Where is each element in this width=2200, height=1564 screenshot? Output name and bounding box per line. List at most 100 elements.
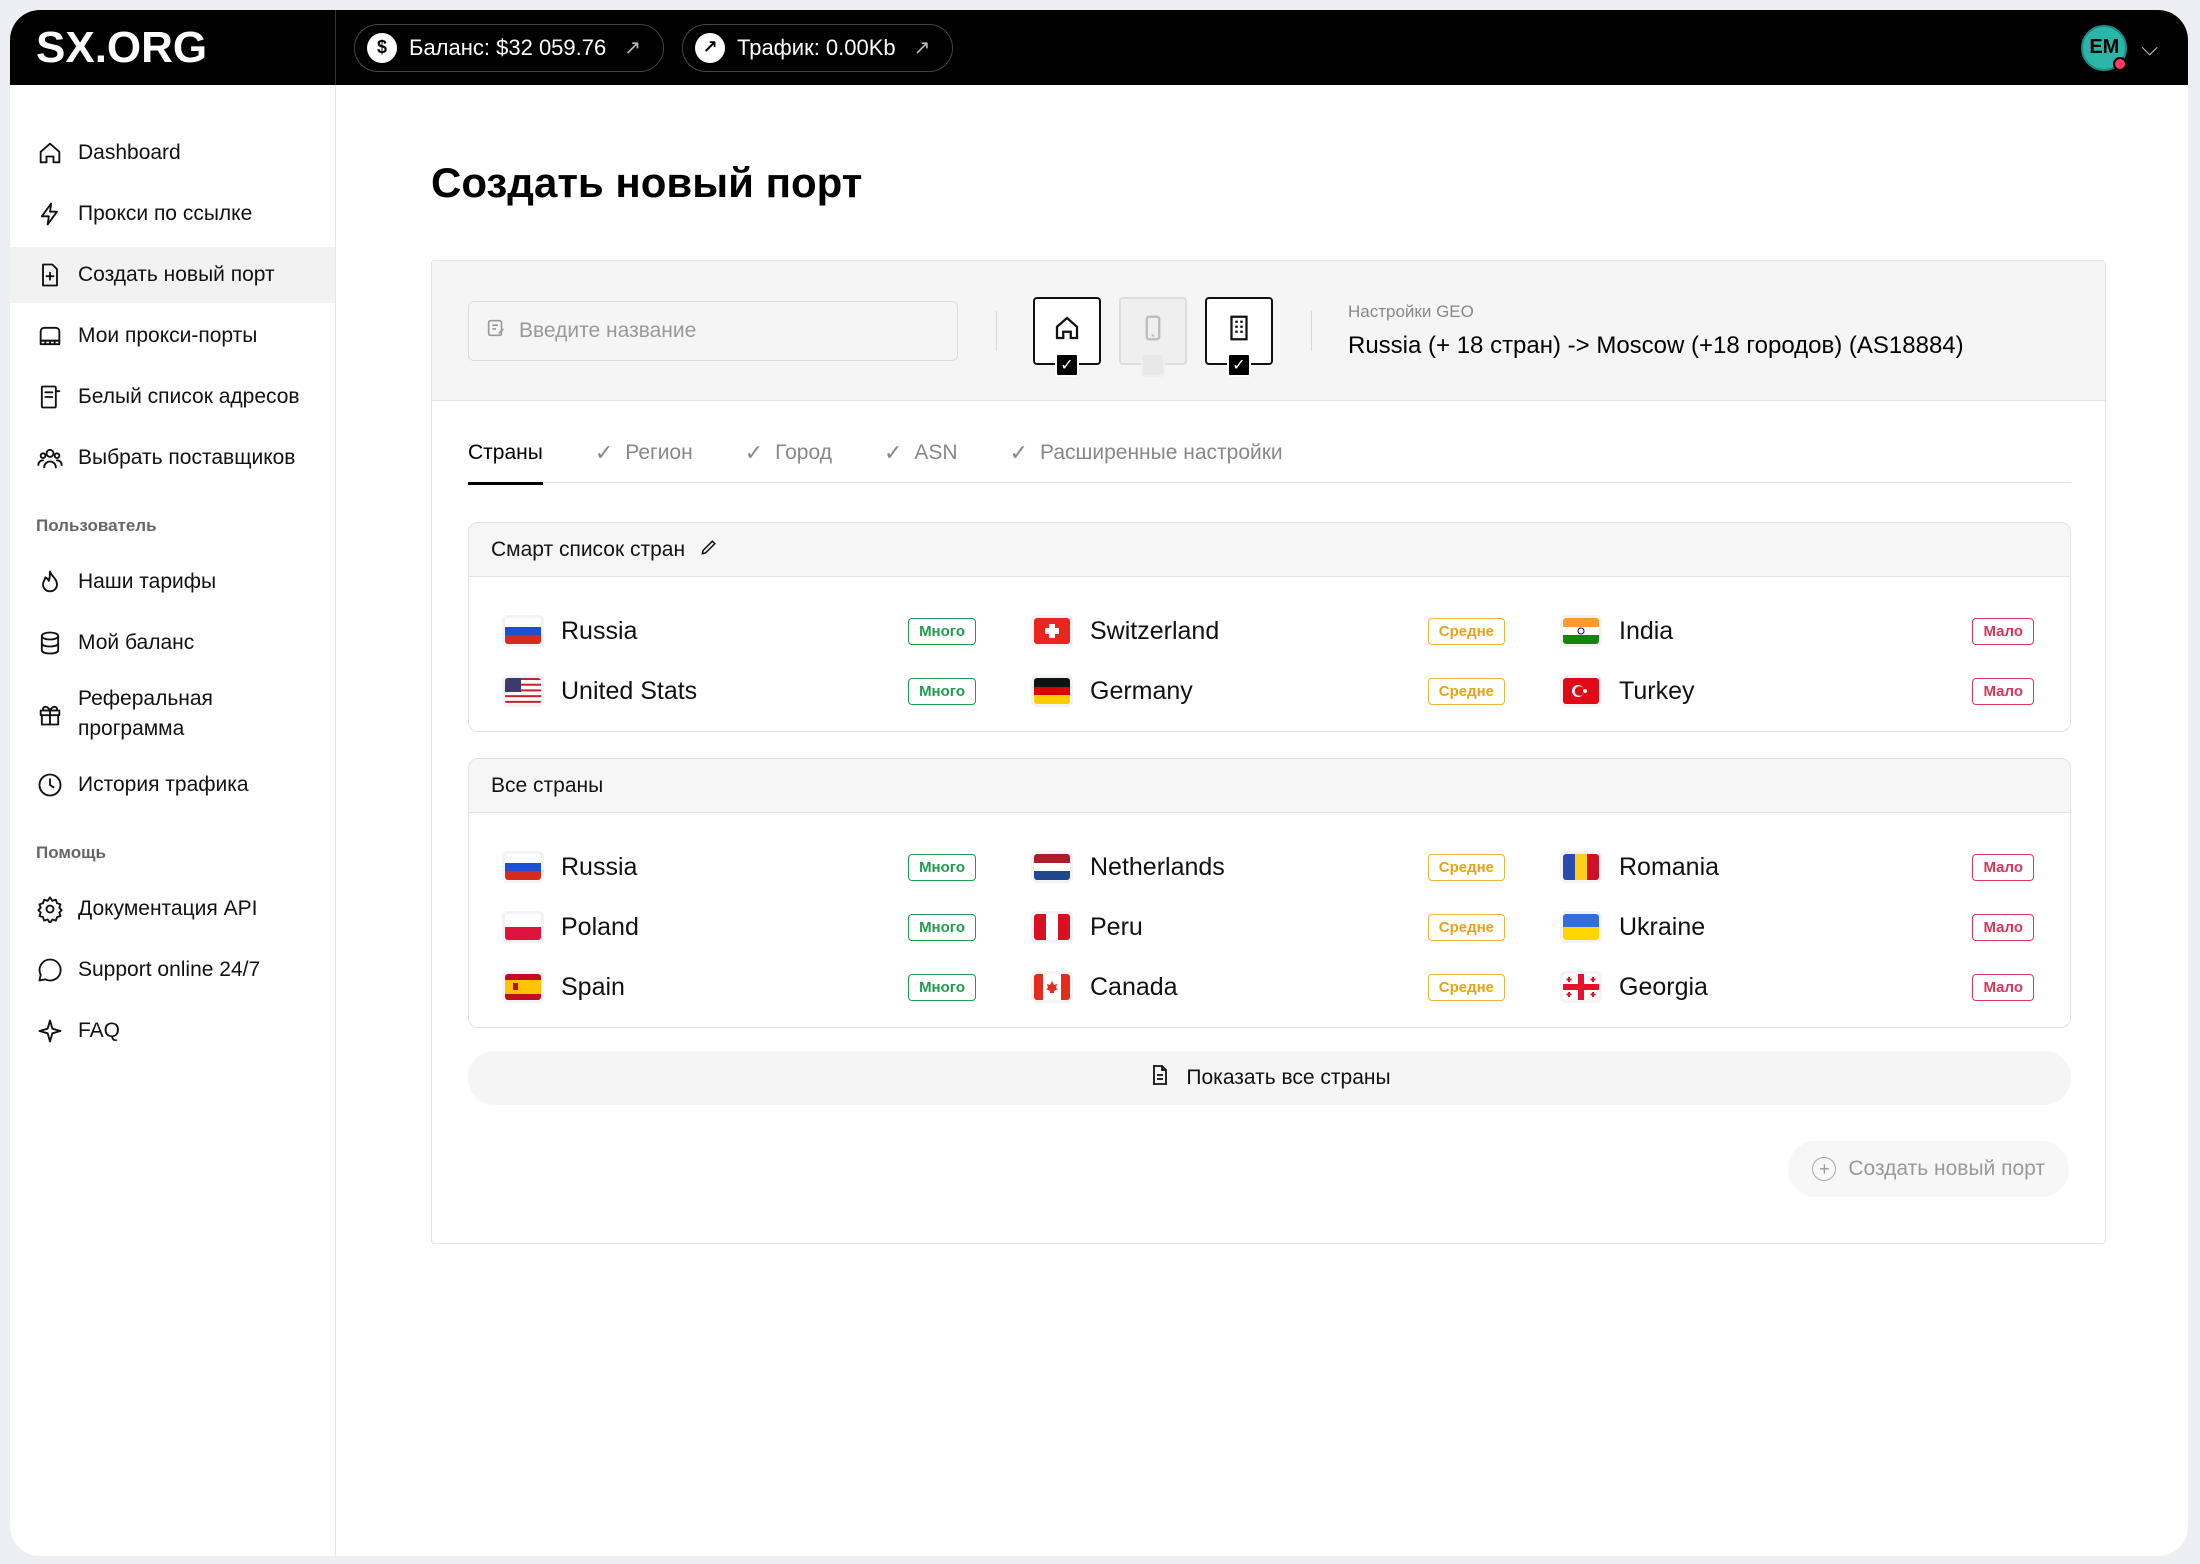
availability-badge: Средне	[1427, 913, 1505, 941]
sidebar-item-home[interactable]: Dashboard	[10, 125, 335, 181]
chevron-down-icon[interactable]: ⌵	[2141, 34, 2158, 60]
sidebar-item-gift[interactable]: Реферальная программа	[10, 676, 335, 752]
traffic-label: Трафик: 0.00Kb	[737, 34, 896, 60]
pencil-icon[interactable]	[699, 537, 719, 563]
country-option-ge[interactable]: Georgia Мало	[1563, 957, 2034, 1017]
country-option-ru[interactable]: Russia Много	[505, 837, 976, 897]
users-icon	[36, 444, 64, 472]
flag-ro-icon	[1563, 854, 1599, 880]
availability-badge: Средне	[1427, 853, 1505, 881]
sidebar-item-fire[interactable]: Наши тарифы	[10, 554, 335, 610]
sidebar-item-list[interactable]: Белый список адресов	[10, 369, 335, 425]
checkbox-checked-icon[interactable]: ✓	[1055, 352, 1079, 377]
availability-badge: Много	[908, 973, 976, 1001]
flag-ru-icon	[505, 618, 541, 644]
sidebar-item-users[interactable]: Выбрать поставщиков	[10, 430, 335, 486]
sidebar-item-file-plus[interactable]: Создать новый порт	[10, 247, 335, 303]
geo-value: Russia (+ 18 стран) -> Moscow (+18 город…	[1348, 331, 1964, 359]
sidebar-item-gear[interactable]: Документация API	[10, 881, 335, 937]
port-name-field[interactable]	[468, 300, 958, 361]
traffic-pill[interactable]: ↗ Трафик: 0.00Kb ↗	[682, 23, 954, 72]
tab-2[interactable]: ✓ Город	[745, 423, 832, 483]
tabs: Страны ✓ Регион ✓ Город ✓ ASN ✓ Расширенные наст…	[468, 423, 2071, 485]
availability-badge: Много	[908, 853, 976, 881]
flag-ch-icon	[1034, 618, 1070, 644]
sidebar-item-label: История трафика	[78, 773, 249, 796]
sidebar-item-database[interactable]: Мой баланс	[10, 615, 335, 671]
tab-label: Город	[775, 440, 832, 464]
check-icon: ✓	[594, 439, 614, 465]
database-icon	[36, 629, 64, 657]
arrow-up-right-icon: ↗	[913, 37, 931, 59]
sidebar-item-ports[interactable]: Мои прокси-порты	[10, 308, 335, 364]
country-name: Canada	[1090, 972, 1178, 1001]
section-title-user: Пользователь	[36, 516, 157, 535]
country-option-ua[interactable]: Ukraine Мало	[1563, 897, 2034, 957]
gift-icon	[36, 700, 64, 728]
user-menu[interactable]: EM ⌵	[2081, 24, 2158, 71]
country-option-de[interactable]: Germany Средне	[1034, 661, 1505, 721]
availability-badge: Средне	[1427, 973, 1505, 1001]
type-datacenter-toggle[interactable]: ✓	[1205, 296, 1273, 377]
avatar-initials: EM	[2089, 36, 2120, 58]
flag-nl-icon	[1034, 854, 1070, 880]
gear-icon	[36, 895, 64, 923]
flag-tr-icon	[1563, 678, 1599, 704]
tab-1[interactable]: ✓ Регион	[595, 423, 693, 483]
logo[interactable]: SX.ORG	[10, 10, 336, 85]
sparkle-icon	[36, 1017, 64, 1045]
sidebar-item-sparkle[interactable]: FAQ	[10, 1003, 335, 1059]
avatar[interactable]: EM	[2081, 24, 2128, 71]
country-name: Russia	[561, 852, 638, 881]
app-window: SX.ORG $ Баланс: $32 059.76 ↗ ↗ Трафик: …	[10, 10, 2188, 1556]
create-port-button[interactable]: + Создать новый порт	[1788, 1141, 2069, 1197]
flag-de-icon	[1034, 678, 1070, 704]
checkbox-unchecked-icon[interactable]: ✓	[1141, 352, 1165, 377]
all-countries-title: Все страны	[491, 773, 604, 797]
country-option-nl[interactable]: Netherlands Средне	[1034, 837, 1505, 897]
arrow-up-right-icon: ↗	[624, 37, 641, 59]
sidebar-item-lightning[interactable]: Прокси по ссылке	[10, 186, 335, 242]
sidebar-item-label: Прокси по ссылке	[78, 202, 253, 225]
sidebar-item-clock[interactable]: История трафика	[10, 757, 335, 813]
type-residential-toggle[interactable]: ✓	[1033, 296, 1101, 377]
port-name-input[interactable]	[519, 318, 919, 343]
sidebar-item-label: Мой баланс	[78, 631, 195, 654]
tab-0[interactable]: Страны	[468, 423, 543, 485]
geo-label: Настройки GEO	[1348, 301, 1474, 321]
panel-header: Смарт список стран	[469, 523, 2070, 577]
country-option-tr[interactable]: Turkey Мало	[1563, 661, 2034, 721]
create-port-card: ✓ ✓ ✓ Настройки GEO Russia (+ 18 стран) …	[431, 260, 2106, 1244]
logo-text: SX.ORG	[36, 22, 208, 72]
fire-icon	[36, 568, 64, 596]
tab-4[interactable]: ✓ Расширенные настройки	[1010, 423, 1283, 483]
availability-badge: Мало	[1972, 853, 2034, 881]
tab-label: Расширенные настройки	[1040, 440, 1283, 464]
tab-3[interactable]: ✓ ASN	[884, 423, 958, 483]
availability-badge: Мало	[1972, 973, 2034, 1001]
dollar-icon: $	[367, 32, 397, 63]
checkbox-checked-icon[interactable]: ✓	[1227, 352, 1251, 377]
check-icon: ✓	[883, 439, 903, 465]
smart-country-list: Russia Много Switzerland Средне India Мало Uni…	[469, 577, 2070, 721]
smart-list-title: Смарт список стран	[491, 537, 686, 561]
sidebar-item-chat[interactable]: Support online 24/7	[10, 942, 335, 998]
check-icon: ✓	[1009, 439, 1029, 465]
country-option-es[interactable]: Spain Много	[505, 957, 976, 1017]
country-option-pe[interactable]: Peru Средне	[1034, 897, 1505, 957]
type-mobile-toggle[interactable]: ✓	[1119, 296, 1187, 377]
show-all-countries-button[interactable]: Показать все страны	[468, 1051, 2071, 1105]
country-option-ch[interactable]: Switzerland Средне	[1034, 601, 1505, 661]
country-option-ru[interactable]: Russia Много	[505, 601, 976, 661]
sidebar-item-label: Наши тарифы	[78, 570, 217, 593]
panel-header: Все страны	[469, 759, 2070, 813]
flag-ca-icon	[1034, 974, 1070, 1000]
country-option-ca[interactable]: Canada Средне	[1034, 957, 1505, 1017]
country-option-in[interactable]: India Мало	[1563, 601, 2034, 661]
clock-icon	[36, 771, 64, 799]
country-option-us[interactable]: United Stats Много	[505, 661, 976, 721]
country-option-ro[interactable]: Romania Мало	[1563, 837, 2034, 897]
balance-pill[interactable]: $ Баланс: $32 059.76 ↗	[354, 23, 664, 72]
card-header: ✓ ✓ ✓ Настройки GEO Russia (+ 18 стран) …	[432, 261, 2105, 401]
country-option-pl[interactable]: Poland Много	[505, 897, 976, 957]
